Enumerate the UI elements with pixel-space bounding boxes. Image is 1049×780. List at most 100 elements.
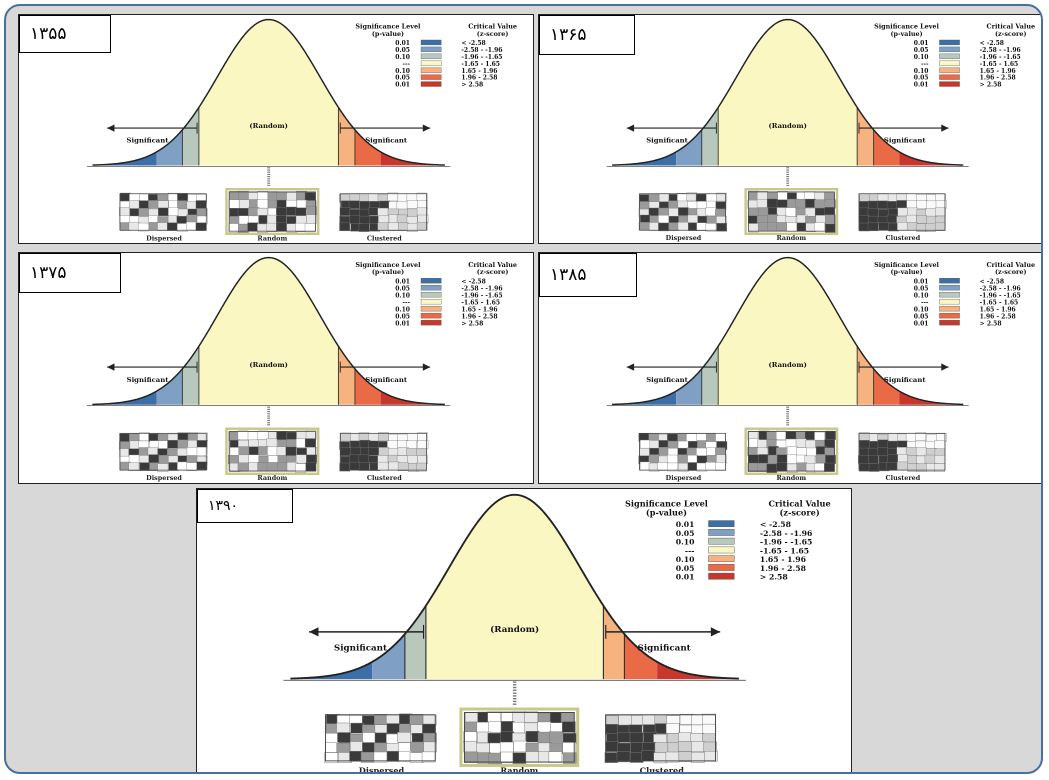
significant-right-label: Significant (365, 376, 408, 384)
legend-z-score: -2.58 - -1.96 (760, 529, 812, 538)
map-region (825, 214, 836, 224)
legend-z-score: -1.96 - -1.65 (980, 292, 1021, 299)
map-region (916, 215, 927, 224)
legend-swatch (708, 520, 735, 528)
map-region (276, 192, 288, 202)
map-region (397, 462, 409, 471)
dispersed-label: Dispersed (666, 474, 702, 482)
legend-p-value: 0.10 (395, 54, 410, 61)
map-region (186, 462, 197, 471)
map-region (349, 454, 360, 463)
map-region (786, 454, 798, 464)
random-label: (Random) (769, 361, 807, 369)
map-region (824, 462, 835, 472)
map-region (350, 722, 365, 734)
map-region (396, 201, 408, 210)
map-region (196, 461, 208, 471)
map-region (128, 200, 140, 209)
curve-diagram: Significant Significant (Random) Significan… (606, 256, 1035, 482)
map-region (706, 193, 717, 203)
random-map-label: Random (257, 234, 287, 242)
map-region (267, 446, 278, 456)
legend-z-score: -2.58 - -1.96 (461, 47, 502, 54)
map-region (653, 752, 668, 764)
significant-left-label: Significant (127, 137, 170, 145)
map-region (286, 439, 298, 449)
map-border (119, 193, 207, 231)
legend-swatch (939, 74, 960, 80)
map-region (304, 192, 316, 202)
legend-sig-sub: (p-value) (372, 268, 404, 276)
map-region (349, 215, 361, 224)
clustered-label: Clustered (886, 234, 921, 242)
map-region (247, 431, 259, 441)
map-region (776, 207, 788, 217)
map-region (324, 732, 339, 744)
map-region (378, 432, 389, 441)
map-region (934, 440, 946, 449)
legend-crit-title: Critical Value (468, 261, 517, 269)
map-region (177, 193, 188, 202)
map-region (377, 222, 389, 231)
map-region (257, 191, 269, 201)
map-region (658, 207, 669, 217)
map-region (228, 431, 240, 441)
map-region (157, 193, 168, 202)
legend-p-value: 0.05 (395, 75, 410, 82)
random-map (463, 711, 577, 765)
map-border (605, 714, 716, 762)
map-region (176, 216, 188, 225)
legend-swatch (708, 546, 735, 554)
map-region (859, 440, 870, 449)
map-region (658, 447, 670, 456)
map-region (158, 454, 170, 464)
map-region (934, 222, 946, 231)
map-region (513, 740, 527, 753)
map-region (238, 454, 250, 464)
legend-z-score: -1.65 - 1.65 (980, 299, 1019, 306)
map-region (266, 222, 278, 232)
map-region (350, 446, 361, 456)
arrow-left-head (107, 363, 115, 371)
map-region (525, 731, 540, 743)
year-label: ۱۳۵۵ (19, 15, 111, 53)
significant-left-label: Significant (127, 376, 170, 384)
map-region (337, 732, 351, 743)
legend-z-score: 1.96 - 2.58 (461, 313, 497, 320)
map-region (138, 455, 150, 464)
legend-crit-sub: (z-score) (477, 268, 509, 276)
map-region (305, 462, 317, 472)
map-region (537, 721, 552, 733)
map-region (410, 741, 424, 753)
map-region (678, 207, 689, 216)
map-region (548, 731, 563, 743)
map-border (228, 431, 316, 472)
band-7 (380, 151, 445, 166)
normal-curve (290, 493, 739, 680)
curve-diagram: Significant Significant (Random) Significan… (283, 493, 831, 772)
map-region (186, 221, 197, 231)
legend-p-value: --- (921, 299, 929, 306)
map-region (858, 455, 869, 464)
map-region (276, 207, 287, 217)
map-region (406, 200, 418, 209)
legend-p-value: 0.05 (676, 529, 695, 538)
legend-swatch (420, 285, 442, 291)
map-region (907, 455, 918, 464)
map-region (387, 192, 399, 202)
legend-swatch (420, 74, 442, 80)
map-region (396, 214, 408, 224)
map-region (766, 198, 778, 208)
band-2 (372, 634, 405, 680)
map-region (705, 207, 717, 216)
legend-swatch (939, 46, 960, 53)
band-4 (198, 19, 339, 166)
legend-swatch (420, 39, 442, 46)
legend-z-score: -1.96 - -1.65 (461, 292, 502, 299)
legend-z-score: 1.96 - 2.58 (980, 313, 1016, 320)
map-region (525, 751, 540, 763)
legend-z-score: 1.65 - 1.96 (760, 555, 806, 564)
map-region (896, 447, 908, 456)
clustered-map (339, 192, 429, 232)
map-region (638, 201, 650, 210)
